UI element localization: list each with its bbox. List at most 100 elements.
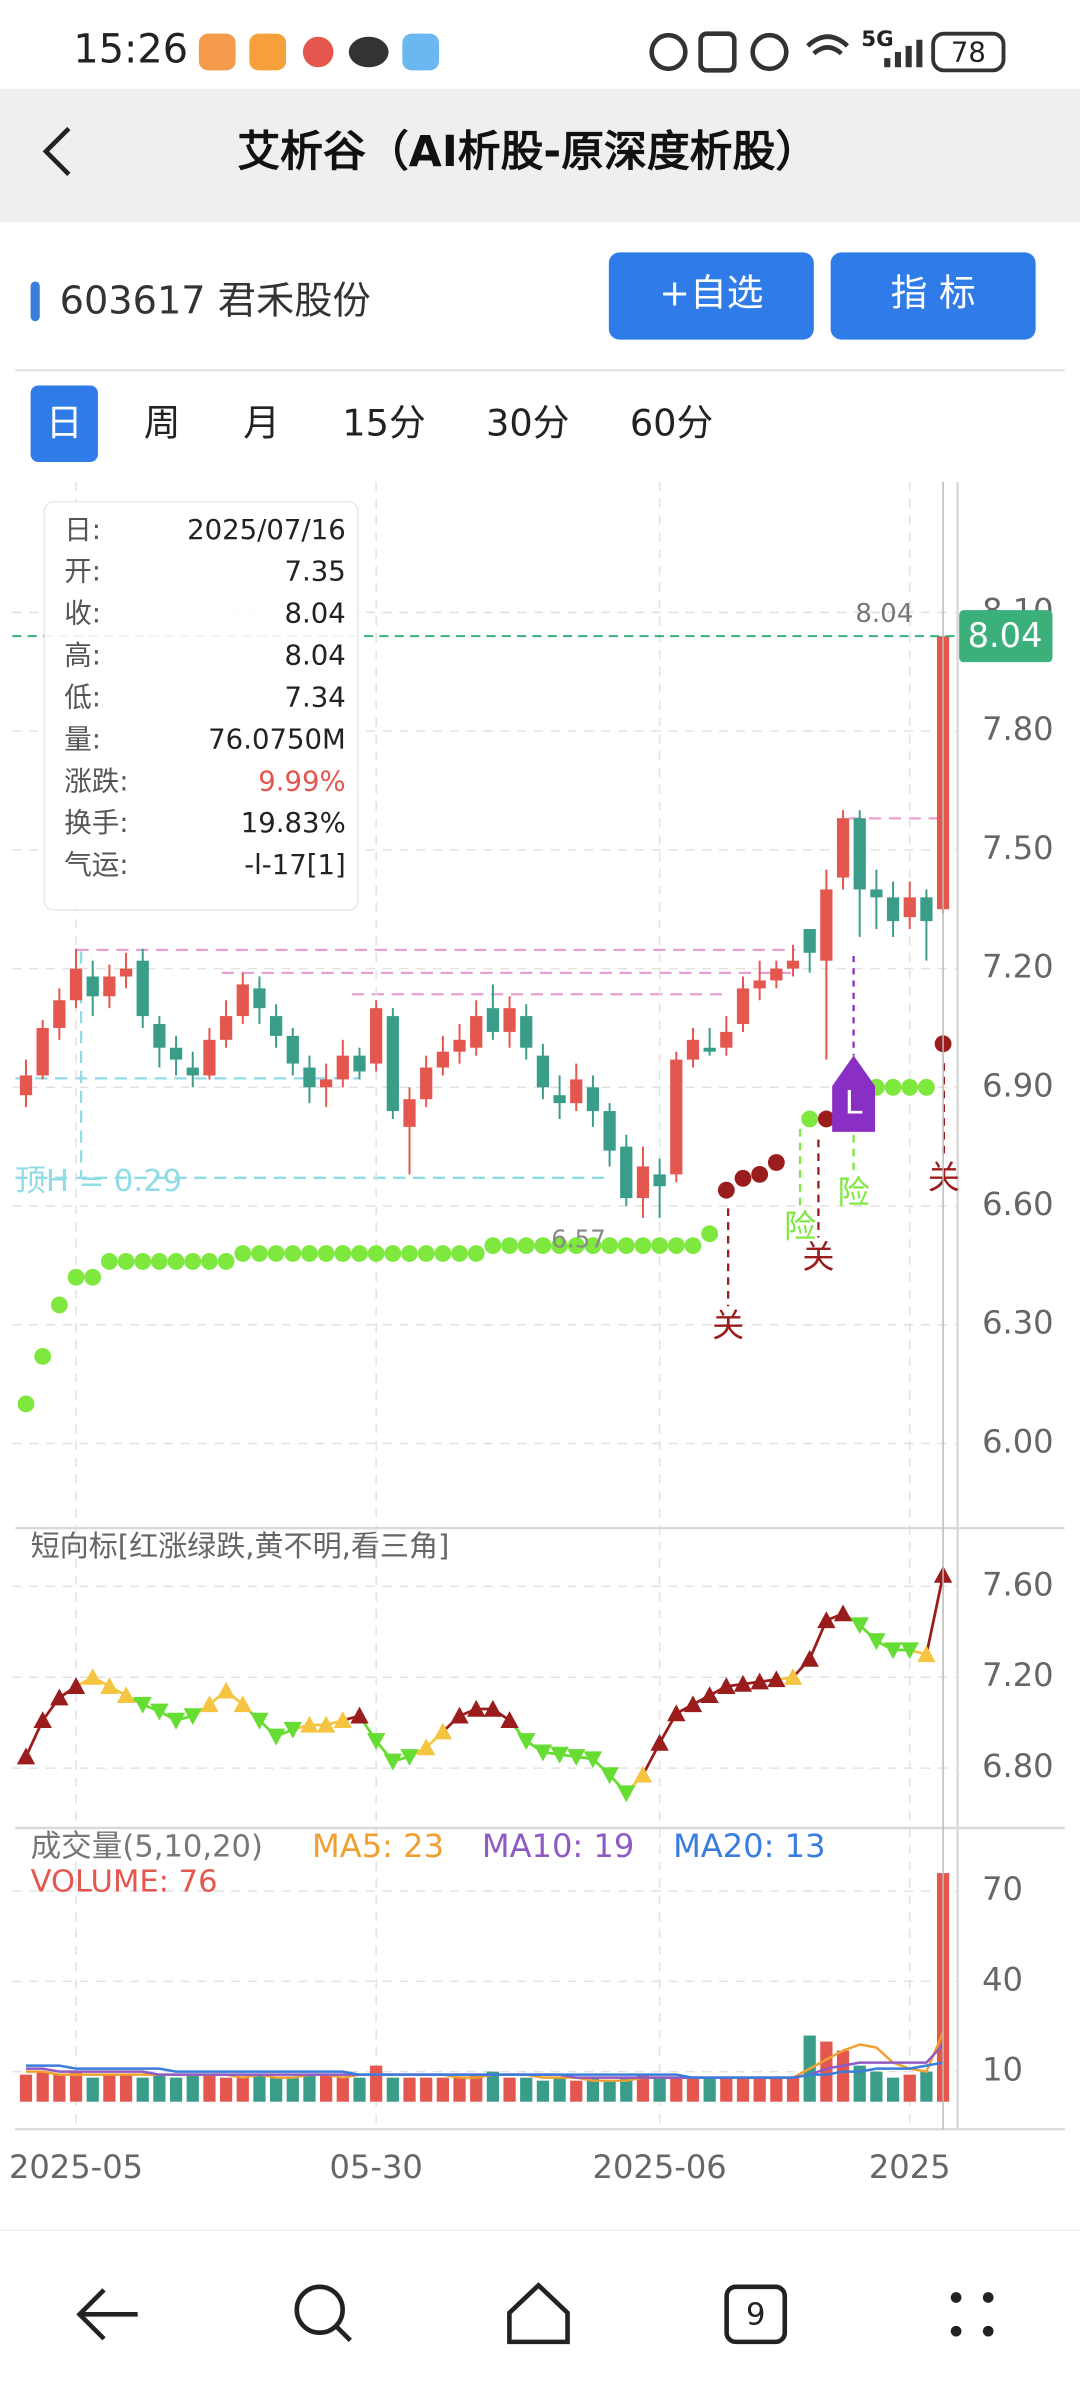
volume-bar: [920, 2071, 933, 2102]
indicator-triangle: [116, 1686, 136, 1704]
indicator-triangle: [417, 1738, 436, 1756]
volume-bar: [86, 2077, 99, 2102]
volume-bar: [553, 2077, 566, 2102]
volume-bar: [336, 2077, 349, 2102]
candle-body: [270, 1016, 283, 1036]
volume-bar: [620, 2077, 633, 2102]
candle-body: [186, 1067, 199, 1076]
x-tick-label: 2025-06: [593, 2148, 727, 2186]
volume-bar: [870, 2071, 883, 2102]
indicator-triangle: [450, 1706, 469, 1724]
indicator-triangle: [183, 1708, 202, 1726]
nav-home[interactable]: [507, 2282, 570, 2345]
info-label: 开:: [64, 556, 101, 588]
stock-marker: [30, 281, 40, 322]
candle-body: [920, 897, 933, 922]
signal-dot: [617, 1237, 635, 1255]
long-signal-marker: [832, 1055, 876, 1132]
last-price-small: 8.04: [855, 599, 913, 629]
info-label: 日:: [64, 514, 101, 546]
candle-body: [653, 1174, 666, 1187]
info-value: 7.34: [284, 681, 345, 713]
candle-body: [536, 1055, 550, 1088]
indicator-triangle: [800, 1649, 819, 1667]
y-tick-label: 7.50: [982, 829, 1054, 867]
volume-bar: [236, 2077, 249, 2102]
indicator-triangle: [583, 1751, 603, 1769]
tab-selected-bg[interactable]: [30, 385, 98, 462]
y-tick-label: 70: [982, 1870, 1023, 1908]
period-tab[interactable]: 15分: [342, 402, 425, 445]
signal-dot: [751, 1165, 769, 1183]
period-tab[interactable]: 周: [144, 402, 181, 445]
signal-dot: [901, 1078, 919, 1096]
candle-body: [286, 1035, 299, 1064]
signal-dot: [801, 1110, 819, 1128]
indicator-triangle: [833, 1604, 853, 1622]
indicator-triangle: [850, 1617, 869, 1635]
info-value: 8.04: [284, 640, 345, 672]
volume-bar: [470, 2074, 483, 2102]
volume-bar: [503, 2077, 516, 2102]
watchlist-button-label[interactable]: +自选: [659, 272, 763, 315]
annotation: 险: [784, 1207, 816, 1245]
x-tick-label: 2025: [869, 2148, 951, 2186]
volume-bar: [903, 2074, 916, 2102]
period-tab[interactable]: 60分: [630, 402, 713, 445]
candle-body: [770, 968, 783, 981]
candle-body: [503, 1008, 516, 1032]
indicator-triangle: [533, 1744, 553, 1762]
signal-dot: [134, 1253, 152, 1270]
signal-dot: [551, 1237, 568, 1255]
annotation: L: [845, 1083, 863, 1121]
y-tick-label: 7.80: [982, 710, 1054, 748]
signal-dot: [184, 1253, 202, 1270]
signal-dot: [684, 1237, 702, 1255]
indicator-triangle: [216, 1681, 236, 1699]
candle-body: [69, 968, 83, 1001]
volume-bar: [836, 2050, 850, 2102]
indicator-button[interactable]: [830, 252, 1036, 340]
indicator-triangle: [483, 1699, 503, 1717]
watchlist-button[interactable]: [608, 252, 814, 340]
volume-bar: [203, 2074, 216, 2102]
indicator-triangle: [567, 1749, 586, 1766]
nav-tabs[interactable]: [724, 2284, 788, 2345]
signal-dot: [917, 1078, 935, 1096]
indicator-triangle: [16, 1747, 36, 1765]
candle-body: [153, 1023, 166, 1048]
candle-body: [720, 1031, 733, 1048]
info-label: 收:: [64, 598, 101, 630]
indicator-triangle: [733, 1674, 753, 1692]
volume-bar: [820, 2041, 833, 2102]
period-tab[interactable]: 月: [243, 402, 280, 445]
nav-search[interactable]: [294, 2284, 345, 2335]
signal-dot: [817, 1110, 835, 1128]
y-tick-label: 6.90: [982, 1066, 1054, 1104]
volume-bar: [770, 2077, 783, 2102]
volume-bar: [420, 2077, 433, 2102]
period-tab[interactable]: 日: [46, 402, 83, 445]
indicator-triangle: [433, 1722, 453, 1740]
indicator-triangle: [500, 1711, 519, 1729]
signal-dot: [417, 1245, 435, 1262]
annotation: 顶H = 0.29: [15, 1164, 182, 1199]
nav-menu[interactable]: [950, 2292, 994, 2337]
volume-bar: [169, 2077, 183, 2102]
candle-body: [53, 1000, 66, 1028]
annotation: 关: [802, 1238, 834, 1276]
period-tab[interactable]: 30分: [486, 402, 569, 445]
back-button[interactable]: [42, 126, 71, 177]
volume-bar: [153, 2074, 166, 2102]
annotation: 险: [838, 1174, 870, 1212]
indicator-button-label[interactable]: 指 标: [891, 272, 976, 315]
status-icon: [348, 36, 389, 68]
candle-body: [670, 1059, 683, 1175]
signal-dot: [201, 1253, 218, 1270]
status-icon: [649, 32, 688, 72]
nav-back[interactable]: [76, 2288, 138, 2341]
status-icon: [302, 36, 334, 68]
candle-body: [320, 1079, 333, 1088]
ma-line: [26, 2061, 944, 2079]
signal-dot: [584, 1237, 602, 1255]
